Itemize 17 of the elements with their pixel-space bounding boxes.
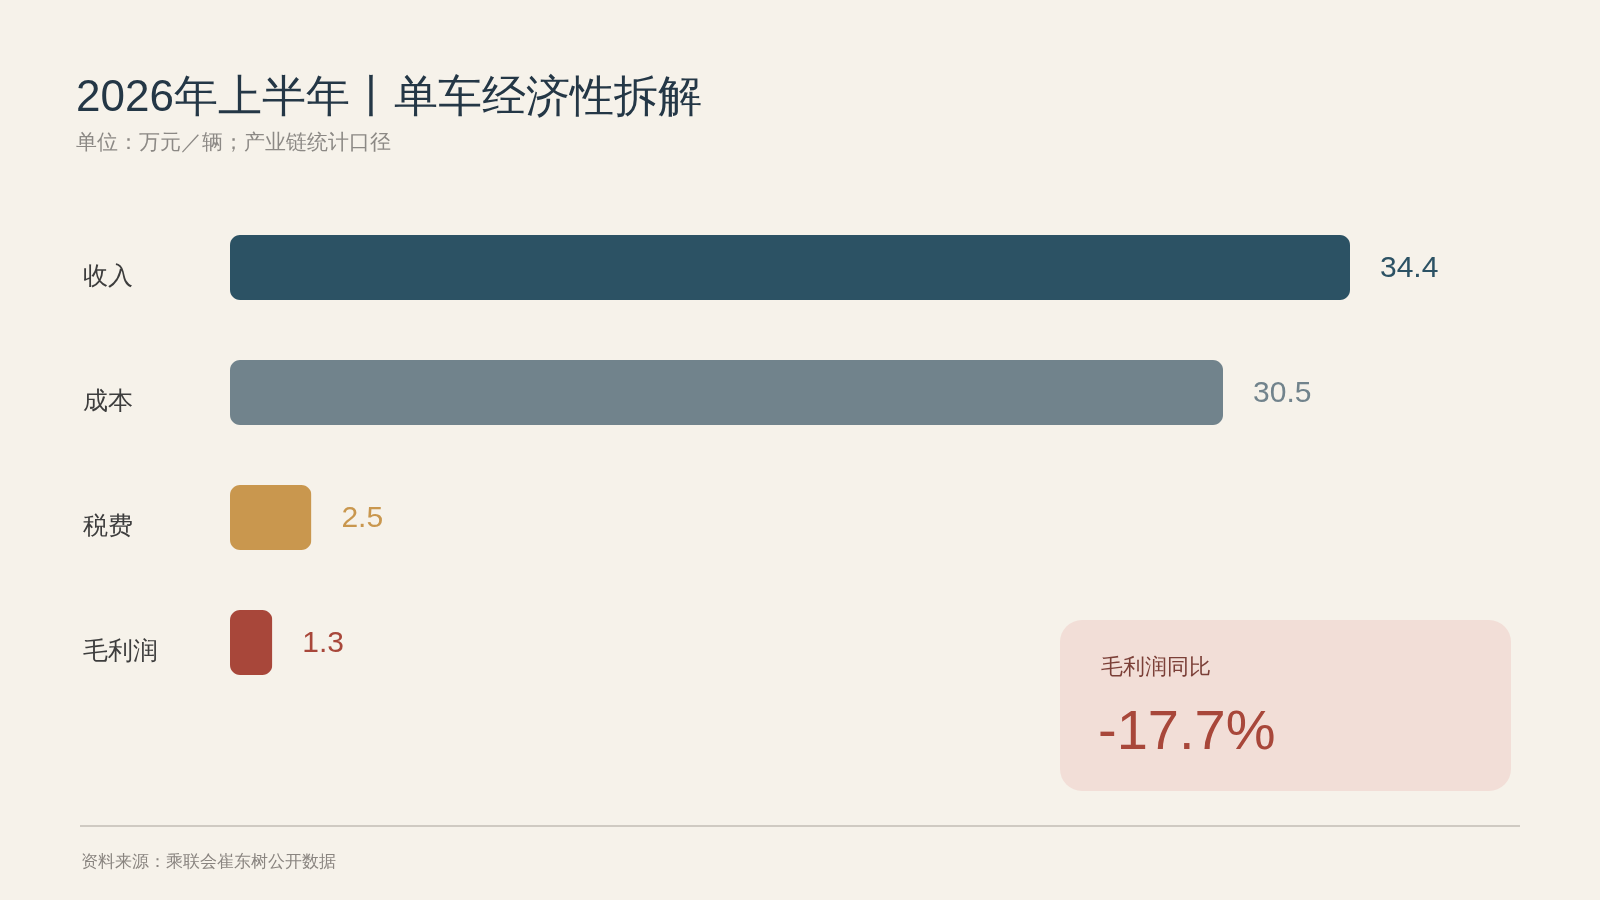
y-tick-label: 毛利润: [82, 635, 158, 664]
annotation: -17.7%: [1098, 698, 1276, 761]
bar: [230, 360, 1224, 425]
data-label: 2.5: [341, 499, 384, 533]
annotation: 毛利润同比: [1101, 654, 1211, 680]
y-tick-label: 税费: [82, 510, 133, 539]
chart-subtitle: 单位：万元／辆；产业链统计口径: [76, 130, 391, 153]
bar: [230, 485, 312, 550]
data-label: 34.4: [1380, 249, 1439, 283]
data-label: 30.5: [1253, 374, 1312, 408]
y-tick-label: 成本: [82, 385, 133, 414]
y-tick-label: 收入: [82, 260, 133, 289]
text: 资料来源：乘联会崔东树公开数据: [81, 851, 336, 873]
bar: [230, 610, 273, 675]
chart-title: 2026年上半年丨单车经济性拆解: [76, 71, 702, 120]
bar: [230, 235, 1350, 300]
data-label: 1.3: [302, 624, 345, 658]
